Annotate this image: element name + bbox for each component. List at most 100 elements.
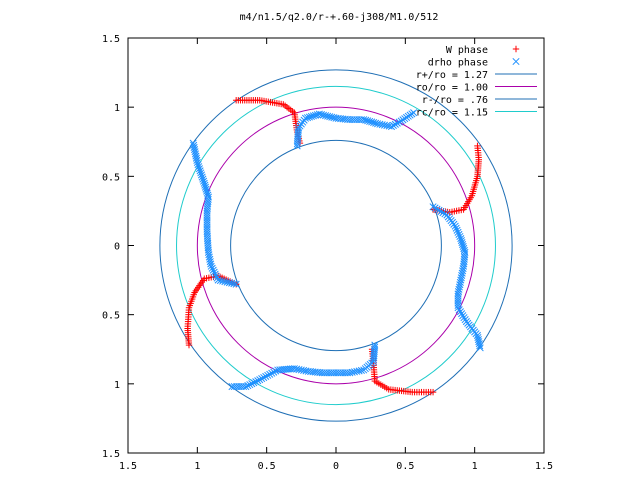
point-s1-a1-0 (189, 139, 197, 147)
point-s1-a2-67 (474, 336, 482, 344)
point-s1-a0-20 (315, 110, 323, 118)
point-s1-a2-50 (454, 304, 462, 312)
point-s1-a1-68 (225, 279, 233, 287)
point-s1-a2-22 (459, 240, 467, 249)
point-s1-a0-16 (307, 112, 315, 121)
point-s1-a2-51 (455, 306, 463, 314)
x-tick-label-6: 1.5 (535, 461, 553, 472)
circle-2 (230, 139, 442, 352)
point-s1-a1-23 (203, 187, 211, 195)
point-s1-a2-20 (457, 237, 465, 245)
point-s1-a2-23 (459, 242, 467, 251)
point-s1-a0-41 (362, 116, 370, 124)
point-s1-a0-42 (364, 117, 372, 125)
point-s1-a0-65 (410, 109, 418, 117)
x-tick-label-3: 0 (333, 461, 339, 472)
point-s1-a3-63 (252, 378, 260, 386)
y-tick-label-5: 1 (114, 103, 120, 114)
point-s1-a2-49 (454, 301, 462, 309)
point-s1-a0-54 (389, 121, 397, 129)
legend-marker-1 (512, 57, 520, 66)
point-s1-a0-14 (303, 114, 312, 122)
x-tick-label-0: 1.5 (119, 461, 137, 472)
point-s1-a2-54 (459, 312, 467, 320)
point-s1-a2-71 (476, 344, 484, 352)
point-s1-a1-63 (214, 276, 222, 284)
point-s1-a2-16 (454, 228, 462, 236)
point-s1-a1-20 (201, 181, 209, 189)
point-s1-a1-64 (216, 277, 224, 285)
point-s1-a1-12 (195, 165, 203, 173)
point-s1-a0-45 (370, 119, 378, 127)
point-s1-a0-57 (395, 118, 403, 126)
x-tick-label-2: 0.5 (258, 461, 276, 472)
point-s1-a1-57 (208, 264, 216, 272)
point-s1-a3-61 (256, 376, 264, 384)
point-s1-a3-55 (268, 369, 276, 377)
point-s1-a3-74 (228, 383, 236, 391)
point-s1-a2-68 (475, 338, 483, 346)
legend-label-5: rc/ro = 1.15 (416, 108, 488, 119)
point-s1-a0-22 (319, 111, 328, 119)
point-s1-a1-65 (219, 277, 227, 285)
point-s1-a1-9 (193, 158, 201, 167)
point-s1-a0-43 (366, 117, 374, 125)
point-s1-a2-19 (457, 235, 465, 243)
point-s1-a2-18 (456, 232, 464, 241)
point-s1-a0-15 (305, 113, 314, 121)
point-s1-a1-1 (190, 141, 198, 149)
point-s1-a0-25 (326, 113, 334, 121)
point-s1-a3-65 (248, 380, 256, 388)
point-s1-a3-54 (270, 368, 278, 376)
point-s1-a2-55 (460, 314, 468, 322)
legend-label-3: ro/ro = 1.00 (416, 83, 488, 94)
point-s1-a0-46 (372, 119, 380, 127)
point-s1-a1-67 (223, 278, 231, 286)
point-s1-a0-21 (317, 111, 325, 119)
point-s1-a3-62 (254, 377, 262, 385)
point-s1-a2-0 (429, 203, 437, 211)
legend-label-0: W phase (446, 45, 488, 56)
point-s1-a1-22 (202, 185, 210, 193)
point-s1-a1-62 (213, 274, 221, 282)
point-s1-a2-65 (473, 331, 481, 339)
point-s1-a3-73 (230, 383, 238, 391)
point-s1-a2-21 (458, 238, 466, 247)
point-s1-a2-17 (455, 230, 463, 238)
point-s1-a3-59 (260, 373, 268, 382)
point-s1-a3-56 (266, 370, 274, 378)
x-tick-label-4: 0.5 (396, 461, 414, 472)
point-s1-a0-24 (324, 112, 332, 120)
point-s1-a1-66 (221, 278, 229, 286)
point-s1-a1-3 (191, 146, 199, 154)
point-s1-a3-57 (264, 371, 272, 379)
point-s1-a2-5 (439, 209, 447, 217)
point-s1-a2-53 (458, 310, 466, 318)
point-s1-a2-1 (431, 204, 439, 212)
point-s1-a1-15 (197, 171, 206, 179)
y-tick-label-6: 1.5 (102, 34, 120, 45)
point-s1-a1-70 (230, 280, 238, 288)
point-s1-a0-23 (322, 112, 330, 120)
point-s1-a1-59 (210, 268, 218, 276)
point-s1-a2-56 (461, 316, 469, 324)
y-tick-label-3: 0 (114, 242, 120, 253)
point-s1-a3-52 (274, 366, 282, 374)
point-s1-a1-56 (207, 262, 215, 270)
point-s1-a1-71 (232, 280, 240, 288)
point-s1-a3-67 (244, 382, 252, 390)
point-s1-a2-15 (453, 226, 461, 234)
point-s1-a0-44 (368, 118, 376, 126)
reference-circles (159, 69, 513, 422)
point-s1-a1-7 (192, 154, 200, 162)
y-tick-label-4: 0.5 (102, 172, 120, 183)
circle-1 (196, 106, 476, 385)
point-s1-a1-55 (207, 260, 215, 268)
point-s1-a2-13 (451, 222, 459, 230)
point-s1-a2-3 (435, 206, 443, 214)
point-s1-a2-70 (476, 342, 484, 350)
point-s1-a3-64 (250, 379, 258, 387)
x-tick-label-1: 1 (194, 461, 200, 472)
chart-title: m4/n1.5/q2.0/r-+.60-j308/M1.0/512 (240, 12, 439, 23)
point-s1-a2-66 (474, 333, 482, 342)
